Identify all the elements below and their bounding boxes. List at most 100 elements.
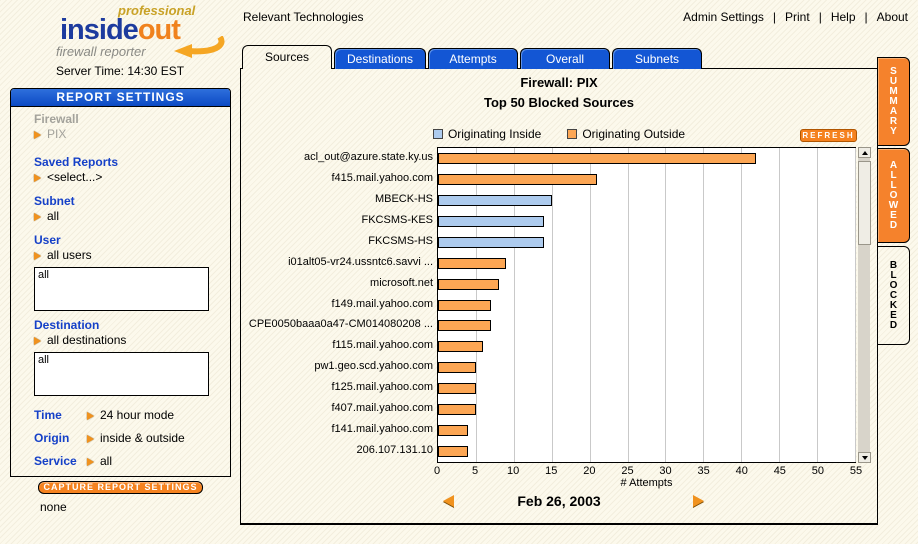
origin-select[interactable]: inside & outside — [87, 431, 185, 446]
top-nav-links: Admin Settings | Print | Help | About — [683, 10, 908, 24]
capture-status-text: none — [40, 500, 67, 514]
x-tick-label: 40 — [735, 465, 748, 477]
gridline — [589, 148, 591, 462]
gridline — [817, 148, 819, 462]
link-admin-settings[interactable]: Admin Settings — [683, 10, 764, 24]
arrow-right-icon — [87, 434, 94, 443]
time-value: 24 hour mode — [100, 408, 175, 422]
arrow-right-icon — [34, 336, 41, 345]
user-listbox[interactable]: all — [34, 267, 209, 311]
scrollbar-thumb[interactable] — [858, 161, 871, 245]
tab-overall[interactable]: Overall — [520, 48, 611, 69]
gridline — [627, 148, 629, 462]
bar-row-6[interactable] — [438, 279, 499, 290]
logo-tagline: firewall reporter — [56, 44, 146, 59]
gridline — [741, 148, 743, 462]
gridline — [703, 148, 705, 462]
gridline — [551, 148, 553, 462]
saved-reports-select[interactable]: <select...> — [34, 170, 230, 185]
bar-row-4[interactable] — [438, 237, 545, 248]
bar-row-5[interactable] — [438, 258, 507, 269]
time-label: Time — [34, 408, 62, 422]
capture-report-settings-button[interactable]: CAPTURE REPORT SETTINGS — [38, 481, 203, 494]
origin-value: inside & outside — [100, 431, 185, 445]
link-separator: | — [818, 10, 822, 24]
destination-select[interactable]: all destinations — [34, 333, 230, 348]
next-day-arrow-icon[interactable] — [693, 495, 704, 507]
firewall-select[interactable]: PIX — [34, 127, 230, 142]
side-tab-blocked[interactable]: B L O C K E D — [877, 246, 910, 345]
x-tick-label: 20 — [583, 465, 596, 477]
report-settings-title: REPORT SETTINGS — [11, 89, 230, 107]
bar-row-10[interactable] — [438, 362, 476, 373]
report-panel: Firewall: PIX Top 50 Blocked Sources Ori… — [240, 68, 878, 525]
server-time: Server Time: 14:30 EST — [0, 64, 240, 78]
bar-row-13[interactable] — [438, 425, 469, 436]
chart-scrollbar[interactable] — [857, 147, 871, 463]
tab-subnets[interactable]: Subnets — [612, 48, 703, 69]
bar-row-11[interactable] — [438, 383, 476, 394]
arrow-right-icon — [87, 411, 94, 420]
legend-swatch-icon — [432, 129, 443, 139]
scroll-down-button[interactable] — [858, 452, 871, 463]
link-print[interactable]: Print — [785, 10, 810, 24]
link-help[interactable]: Help — [830, 10, 856, 24]
arrow-right-icon — [34, 212, 41, 221]
tab-attempts[interactable]: Attempts — [428, 48, 519, 69]
bar-row-0[interactable] — [438, 153, 757, 164]
arrow-down-icon — [862, 456, 868, 460]
category-label: f141.mail.yahoo.com — [331, 423, 434, 435]
report-settings-panel: REPORT SETTINGS Firewall PIX Saved Repor… — [10, 88, 231, 477]
server-time-value: 14:30 EST — [127, 64, 185, 78]
saved-reports-value: <select...> — [47, 170, 103, 184]
side-tab-summary[interactable]: S U M M A R Y — [877, 57, 910, 146]
bar-row-9[interactable] — [438, 341, 484, 352]
time-select[interactable]: 24 hour mode — [87, 408, 174, 423]
chart-plot-area — [437, 147, 856, 463]
firewall-label: Firewall — [34, 112, 79, 126]
gridline — [513, 148, 515, 462]
bar-row-2[interactable] — [438, 195, 552, 206]
previous-day-arrow-icon[interactable] — [443, 495, 454, 507]
bar-row-12[interactable] — [438, 404, 476, 415]
side-tab-allowed[interactable]: A L L O W E D — [877, 148, 910, 243]
logo-swoosh-arrow-icon — [174, 36, 225, 58]
user-select[interactable]: all users — [34, 248, 230, 263]
scroll-up-button[interactable] — [858, 147, 871, 158]
legend-label: Originating Inside — [447, 127, 542, 141]
x-tick-label: 0 — [433, 465, 441, 477]
x-tick-label: 5 — [472, 465, 479, 477]
report-tabs: Sources Destinations Attempts Overall Subnet… — [242, 45, 703, 69]
category-label: acl_out@azure.state.ky.us — [304, 151, 433, 163]
app-logo: professional insideout firewall reporter — [50, 2, 225, 62]
bar-row-3[interactable] — [438, 216, 545, 227]
logo-professional-text: professional — [118, 3, 196, 18]
bar-row-7[interactable] — [438, 300, 492, 311]
tab-sources[interactable]: Sources — [242, 45, 332, 69]
link-separator: | — [864, 10, 868, 24]
gridline — [855, 148, 856, 462]
legend-swatch-icon — [567, 129, 578, 139]
category-label: f115.mail.yahoo.com — [332, 339, 433, 351]
link-about[interactable]: About — [876, 10, 908, 24]
bar-row-1[interactable] — [438, 174, 598, 185]
subnet-value: all — [47, 209, 60, 223]
saved-reports-label: Saved Reports — [34, 155, 119, 169]
tab-destinations[interactable]: Destinations — [334, 48, 427, 69]
legend-label: Originating Outside — [582, 127, 686, 141]
chart-subtitle: Firewall: PIX — [520, 75, 598, 90]
legend-item-inside: Originating Inside — [432, 127, 542, 141]
bar-row-14[interactable] — [438, 446, 469, 457]
origin-label: Origin — [34, 431, 70, 445]
refresh-button[interactable]: REFRESH — [800, 129, 857, 142]
category-label: FKCSMS-KES — [361, 214, 433, 226]
service-select[interactable]: all — [87, 454, 112, 469]
destination-label: Destination — [34, 318, 100, 332]
customer-name-text: Relevant Technologies — [243, 10, 364, 24]
destination-listbox[interactable]: all — [34, 352, 209, 396]
subnet-select[interactable]: all — [34, 209, 230, 224]
bar-row-8[interactable] — [438, 320, 492, 331]
arrow-up-icon — [862, 151, 868, 155]
category-label: f125.mail.yahoo.com — [331, 381, 434, 393]
service-value: all — [100, 454, 113, 468]
